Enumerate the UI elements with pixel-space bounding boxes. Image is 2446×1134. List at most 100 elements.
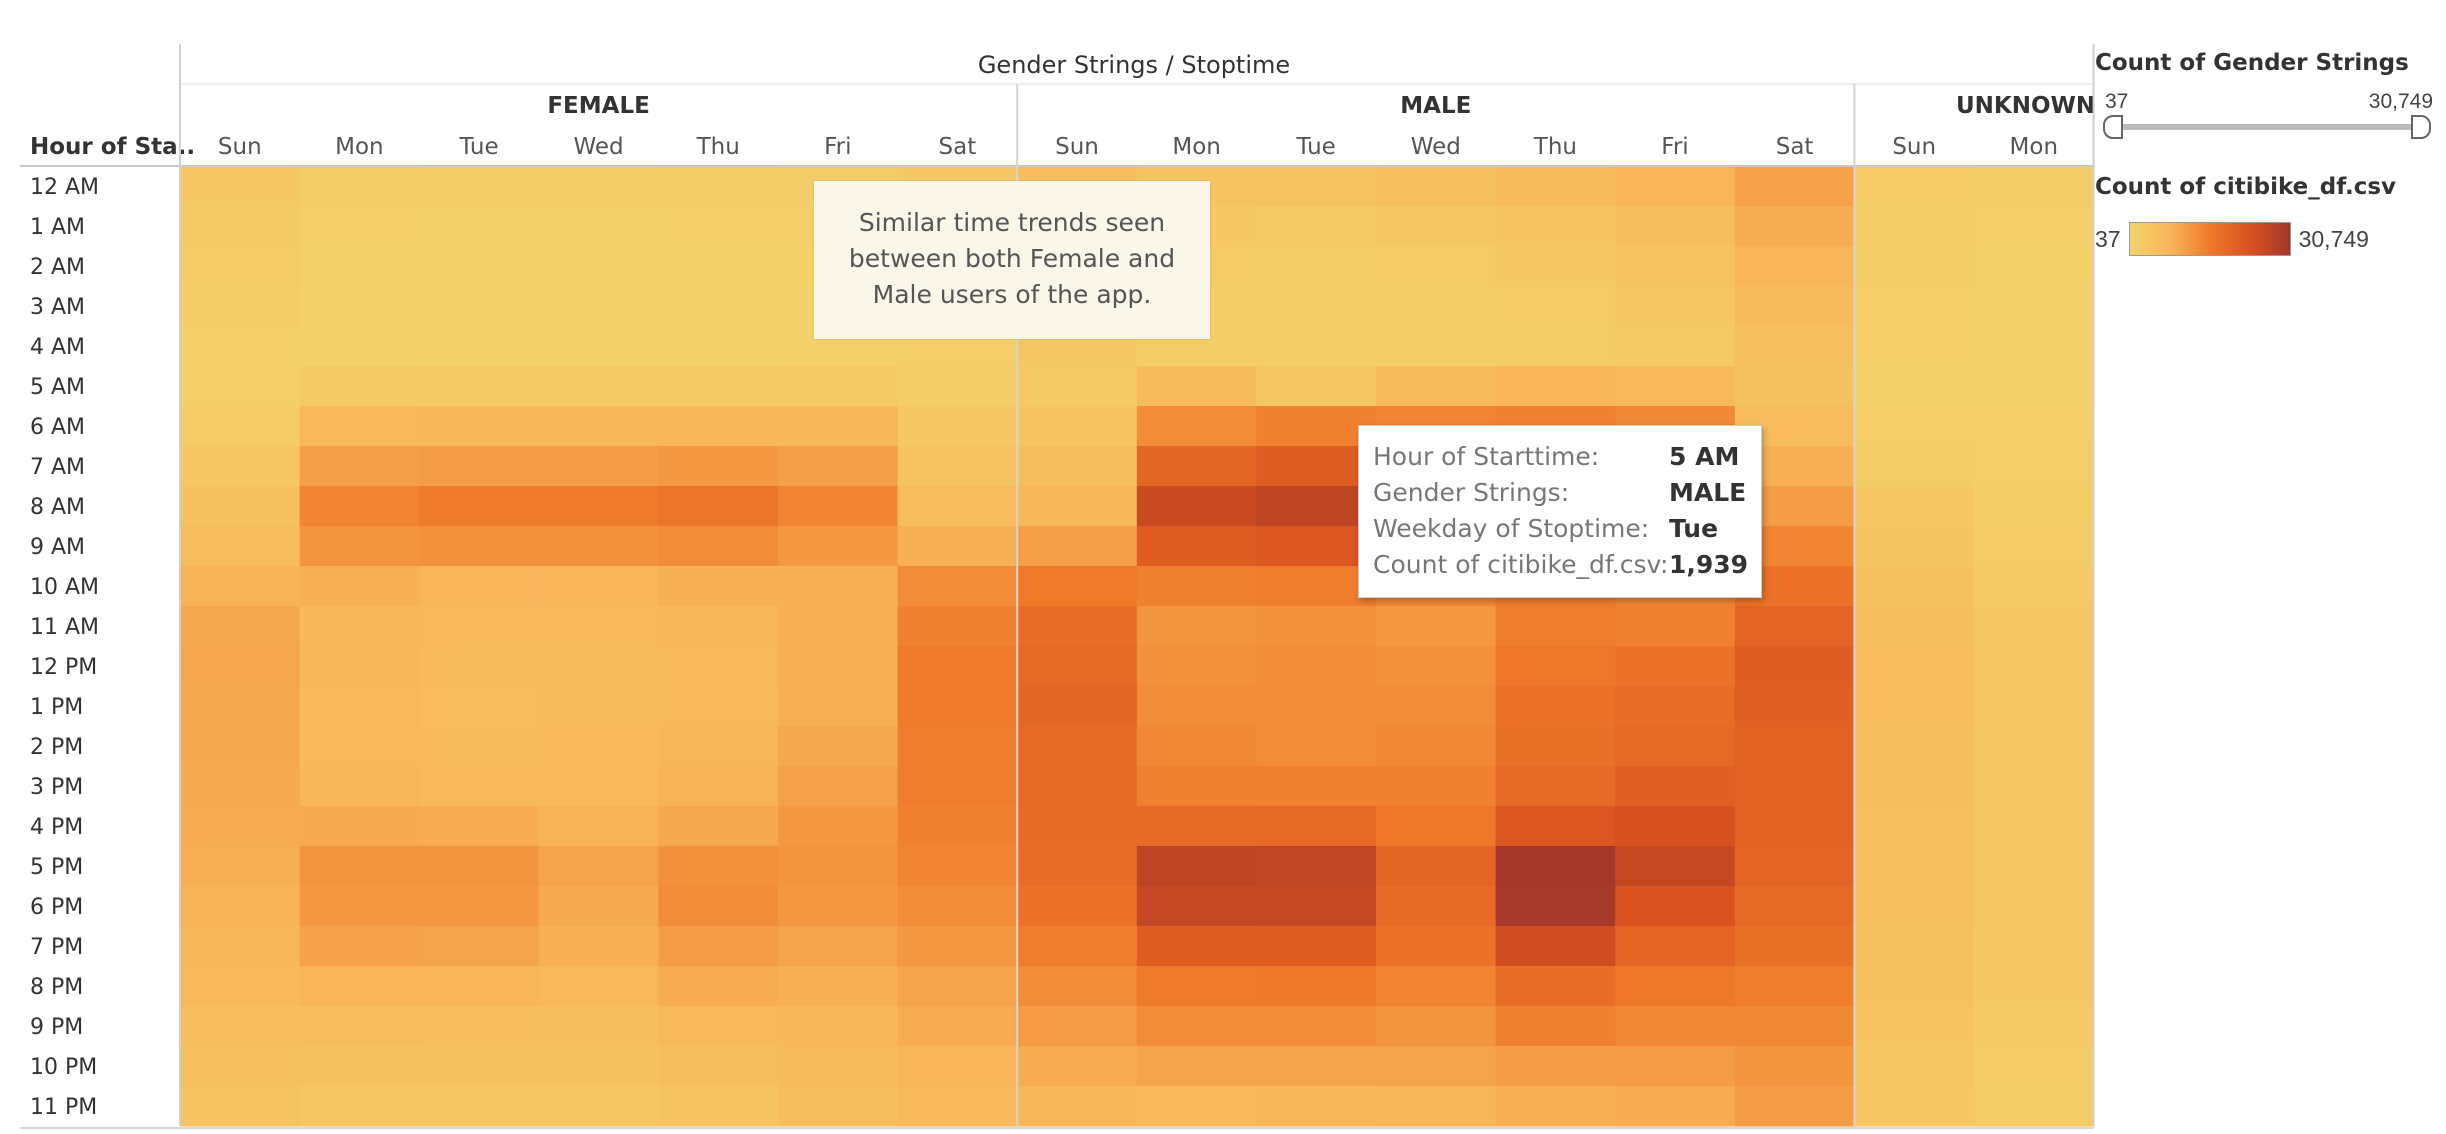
heatmap-cell-male-wed-2am[interactable] (1376, 246, 1497, 287)
heatmap-cell-unknown-mon-3am[interactable] (1974, 286, 2095, 327)
range-slider[interactable] (2103, 115, 2431, 139)
heatmap-cell-female-thu-3pm[interactable] (658, 766, 779, 807)
heatmap-cell-female-thu-7pm[interactable] (658, 926, 779, 967)
heatmap-cell-female-fri-7pm[interactable] (778, 926, 899, 967)
heatmap-cell-female-sun-5pm[interactable] (180, 846, 301, 887)
heatmap-cell-male-sat-10pm[interactable] (1734, 1046, 1855, 1087)
heatmap-cell-female-thu-10pm[interactable] (658, 1046, 779, 1087)
heatmap-cell-unknown-mon-2am[interactable] (1974, 246, 2095, 287)
heatmap-cell-male-fri-11am[interactable] (1615, 606, 1736, 647)
heatmap-cell-male-tue-12pm[interactable] (1256, 646, 1377, 687)
heatmap-cell-male-sat-11am[interactable] (1734, 606, 1855, 647)
heatmap-cell-unknown-mon-6pm[interactable] (1974, 886, 2095, 927)
heatmap-cell-female-sat-11pm[interactable] (897, 1086, 1018, 1127)
heatmap-cell-female-mon-12am[interactable] (299, 166, 420, 207)
heatmap-cell-male-wed-12pm[interactable] (1376, 646, 1497, 687)
heatmap-cell-female-tue-10am[interactable] (419, 566, 540, 607)
heatmap-cell-male-tue-3am[interactable] (1256, 286, 1377, 327)
heatmap-cell-female-sun-6pm[interactable] (180, 886, 301, 927)
heatmap-cell-male-tue-5am[interactable] (1256, 366, 1377, 407)
heatmap-cell-female-sat-9am[interactable] (897, 526, 1018, 567)
heatmap-cell-male-thu-3pm[interactable] (1495, 766, 1616, 807)
heatmap-cell-female-mon-2pm[interactable] (299, 726, 420, 767)
heatmap-cell-male-thu-2pm[interactable] (1495, 726, 1616, 767)
heatmap-cell-male-fri-5pm[interactable] (1615, 846, 1736, 887)
heatmap-cell-unknown-sun-5am[interactable] (1854, 366, 1975, 407)
heatmap-cell-unknown-mon-7am[interactable] (1974, 446, 2095, 487)
slider-max-handle[interactable] (2411, 115, 2431, 139)
heatmap-cell-female-mon-10am[interactable] (299, 566, 420, 607)
heatmap-cell-female-wed-2pm[interactable] (538, 726, 659, 767)
heatmap-cell-female-sun-5am[interactable] (180, 366, 301, 407)
heatmap-cell-female-thu-6am[interactable] (658, 406, 779, 447)
heatmap-cell-male-thu-12pm[interactable] (1495, 646, 1616, 687)
heatmap-cell-female-sun-8am[interactable] (180, 486, 301, 527)
heatmap-cell-male-sun-7pm[interactable] (1017, 926, 1138, 967)
heatmap-cell-female-thu-1am[interactable] (658, 206, 779, 247)
heatmap-cell-male-mon-4pm[interactable] (1136, 806, 1257, 847)
heatmap-cell-male-sat-2am[interactable] (1734, 246, 1855, 287)
heatmap-cell-male-sat-2pm[interactable] (1734, 726, 1855, 767)
heatmap-cell-male-thu-4am[interactable] (1495, 326, 1616, 367)
heatmap-cell-male-wed-10pm[interactable] (1376, 1046, 1497, 1087)
heatmap-cell-female-mon-10pm[interactable] (299, 1046, 420, 1087)
heatmap-cell-male-sun-2pm[interactable] (1017, 726, 1138, 767)
heatmap-cell-male-tue-10pm[interactable] (1256, 1046, 1377, 1087)
heatmap-cell-female-thu-3am[interactable] (658, 286, 779, 327)
heatmap-cell-male-wed-3pm[interactable] (1376, 766, 1497, 807)
heatmap-cell-male-thu-1am[interactable] (1495, 206, 1616, 247)
heatmap-cell-female-fri-6am[interactable] (778, 406, 899, 447)
heatmap-cell-male-fri-4pm[interactable] (1615, 806, 1736, 847)
heatmap-cell-female-tue-12pm[interactable] (419, 646, 540, 687)
heatmap-cell-unknown-mon-5am[interactable] (1974, 366, 2095, 407)
heatmap-cell-female-wed-8am[interactable] (538, 486, 659, 527)
heatmap-cell-male-tue-7pm[interactable] (1256, 926, 1377, 967)
heatmap-cell-female-thu-5am[interactable] (658, 366, 779, 407)
heatmap-cell-male-fri-12pm[interactable] (1615, 646, 1736, 687)
heatmap-cell-male-tue-9am[interactable] (1256, 526, 1377, 567)
heatmap-cell-female-thu-1pm[interactable] (658, 686, 779, 727)
heatmap-cell-female-sun-10pm[interactable] (180, 1046, 301, 1087)
heatmap-cell-female-thu-11pm[interactable] (658, 1086, 779, 1127)
heatmap-cell-female-thu-11am[interactable] (658, 606, 779, 647)
heatmap-cell-male-sun-6am[interactable] (1017, 406, 1138, 447)
heatmap-cell-female-fri-9am[interactable] (778, 526, 899, 567)
heatmap-cell-male-sat-1am[interactable] (1734, 206, 1855, 247)
heatmap-cell-unknown-mon-9pm[interactable] (1974, 1006, 2095, 1047)
heatmap-cell-female-fri-11am[interactable] (778, 606, 899, 647)
heatmap-cell-unknown-mon-5pm[interactable] (1974, 846, 2095, 887)
heatmap-cell-male-mon-10am[interactable] (1136, 566, 1257, 607)
heatmap-cell-male-fri-8pm[interactable] (1615, 966, 1736, 1007)
heatmap-cell-female-wed-10am[interactable] (538, 566, 659, 607)
heatmap-cell-male-wed-3am[interactable] (1376, 286, 1497, 327)
heatmap-cell-male-wed-5pm[interactable] (1376, 846, 1497, 887)
heatmap-cell-female-tue-11am[interactable] (419, 606, 540, 647)
heatmap-cell-female-sun-10am[interactable] (180, 566, 301, 607)
heatmap-cell-male-wed-6pm[interactable] (1376, 886, 1497, 927)
heatmap-cell-female-thu-10am[interactable] (658, 566, 779, 607)
heatmap-cell-female-mon-7pm[interactable] (299, 926, 420, 967)
heatmap-cell-female-thu-12am[interactable] (658, 166, 779, 207)
heatmap-cell-unknown-sun-3am[interactable] (1854, 286, 1975, 327)
heatmap-cell-female-thu-2pm[interactable] (658, 726, 779, 767)
heatmap-cell-female-tue-12am[interactable] (419, 166, 540, 207)
heatmap-cell-male-sun-6pm[interactable] (1017, 886, 1138, 927)
heatmap-cell-female-wed-1am[interactable] (538, 206, 659, 247)
heatmap-cell-male-mon-2pm[interactable] (1136, 726, 1257, 767)
heatmap-cell-unknown-sun-4am[interactable] (1854, 326, 1975, 367)
heatmap-cell-unknown-sun-10pm[interactable] (1854, 1046, 1975, 1087)
heatmap-cell-unknown-mon-1am[interactable] (1974, 206, 2095, 247)
heatmap-cell-female-mon-8am[interactable] (299, 486, 420, 527)
heatmap-cell-female-wed-11pm[interactable] (538, 1086, 659, 1127)
heatmap-cell-unknown-sun-1pm[interactable] (1854, 686, 1975, 727)
heatmap-cell-male-wed-9pm[interactable] (1376, 1006, 1497, 1047)
heatmap-cell-female-wed-11am[interactable] (538, 606, 659, 647)
heatmap-cell-female-sun-2pm[interactable] (180, 726, 301, 767)
heatmap-cell-female-sat-5am[interactable] (897, 366, 1018, 407)
heatmap-cell-unknown-sun-12am[interactable] (1854, 166, 1975, 207)
heatmap-cell-female-wed-10pm[interactable] (538, 1046, 659, 1087)
heatmap-cell-male-tue-3pm[interactable] (1256, 766, 1377, 807)
heatmap-cell-female-sun-8pm[interactable] (180, 966, 301, 1007)
heatmap-cell-female-fri-12pm[interactable] (778, 646, 899, 687)
heatmap-cell-unknown-sun-10am[interactable] (1854, 566, 1975, 607)
